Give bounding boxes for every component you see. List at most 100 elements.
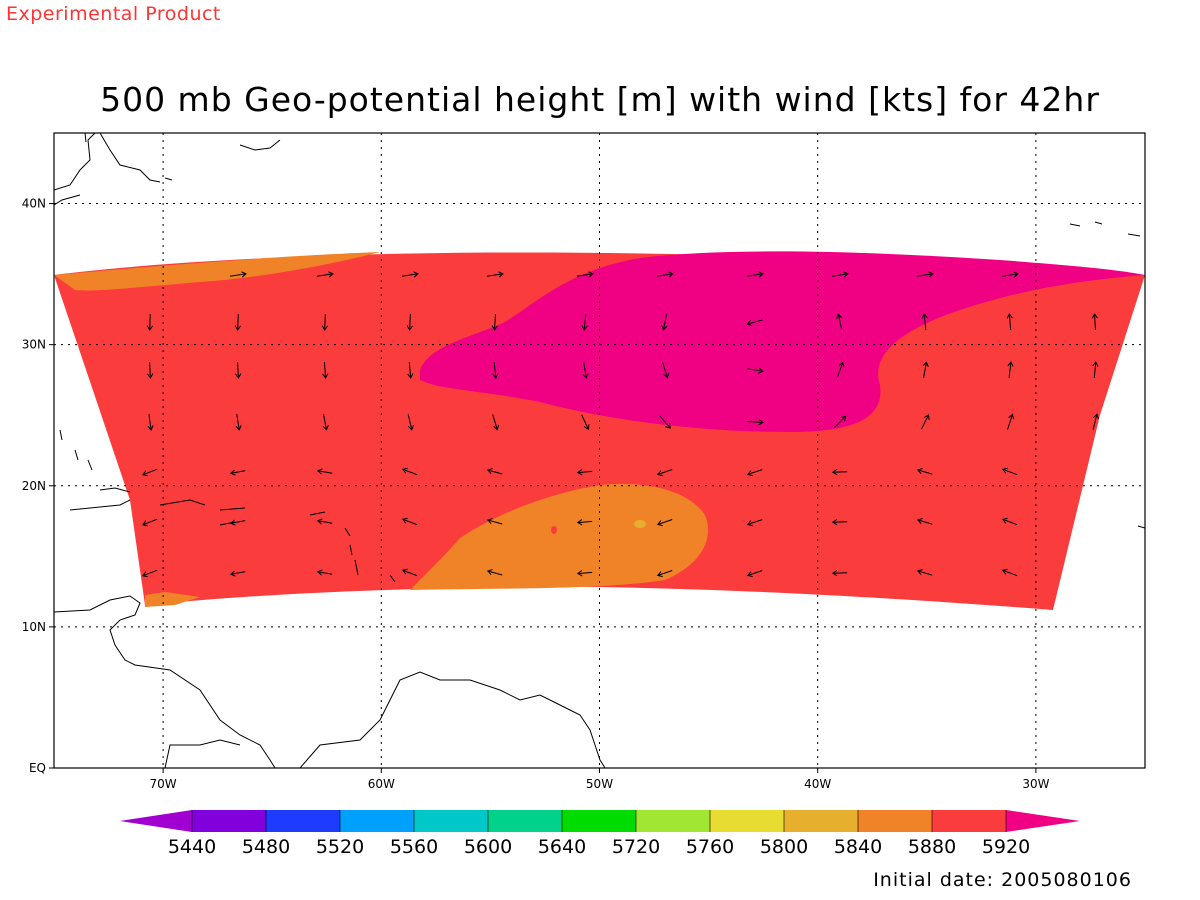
wind-arrow — [746, 419, 764, 426]
wind-arrow — [234, 313, 241, 331]
wind-arrow — [656, 271, 674, 278]
colorbar-box — [932, 810, 1006, 832]
wind-arrow — [1006, 313, 1013, 331]
wind-arrow — [1001, 568, 1018, 577]
wind-arrow — [921, 313, 928, 331]
colorbar-label: 5600 — [464, 836, 512, 858]
wind-arrow — [916, 271, 934, 278]
wind-arrow — [581, 313, 588, 331]
coastline-caribbean-islands — [59, 429, 396, 583]
colorbar-box — [414, 810, 488, 832]
colorbar-label: 5840 — [834, 836, 882, 858]
colorbar-label: 5480 — [242, 836, 290, 858]
colorbar-label: 5760 — [686, 836, 734, 858]
wind-arrow — [916, 569, 933, 576]
wind-arrow — [576, 469, 593, 476]
height-region-orange-south — [410, 483, 709, 590]
wind-arrow — [659, 415, 671, 429]
wind-arrow — [401, 271, 419, 278]
colorbar-label: 5520 — [316, 836, 364, 858]
height-region-orange-north — [54, 252, 380, 291]
coastlines — [54, 133, 1145, 768]
wind-arrow — [920, 414, 930, 430]
wind-arrow — [1007, 361, 1014, 379]
wind-arrow — [746, 469, 763, 477]
initial-date-label: Initial date: 2005080106 — [873, 869, 1132, 891]
y-axis: EQ 10N 20N 30N 40N — [22, 197, 54, 775]
wind-arrow — [229, 570, 246, 577]
wind-arrow — [656, 570, 673, 578]
colorbar-label: 5880 — [908, 836, 956, 858]
wind-arrow — [836, 361, 845, 378]
wind-arrow — [833, 415, 847, 428]
wind-arrow — [656, 469, 673, 477]
wind-arrow — [576, 271, 594, 278]
wind-arrow — [656, 519, 673, 527]
wind-arrow — [407, 414, 414, 431]
colorbar-box — [784, 810, 858, 832]
wind-arrow — [1007, 413, 1015, 430]
wind-arrow — [486, 518, 503, 525]
colorbar-box — [710, 810, 784, 832]
coastline-atlantic-islands — [1069, 221, 1145, 529]
colorbar-box — [858, 810, 932, 832]
wind-arrow — [141, 468, 158, 477]
x-tick-label: 30W — [1022, 777, 1049, 791]
wind-arrow — [147, 361, 154, 379]
height-region-spot — [634, 520, 646, 528]
wind-arrow — [316, 271, 334, 278]
wind-arrow — [836, 313, 843, 330]
colorbar-box — [636, 810, 710, 832]
colorbar-label: 5640 — [538, 836, 586, 858]
wind-arrow — [1091, 313, 1098, 331]
coastline-north-america — [54, 133, 281, 206]
wind-arrow — [1001, 467, 1018, 476]
wind-arrow — [401, 568, 418, 577]
colorbar-label: 5720 — [612, 836, 660, 858]
colorbar-box — [266, 810, 340, 832]
height-field — [54, 251, 1145, 610]
wind-arrow — [916, 518, 933, 525]
wind-arrow — [486, 271, 504, 278]
colorbar-box — [192, 810, 266, 832]
colorbar-label: 5920 — [982, 836, 1030, 858]
chart-title: 500 mb Geo-potential height [m] with win… — [100, 80, 1100, 119]
wind-arrow — [581, 414, 590, 431]
colorbar-label: 5560 — [390, 836, 438, 858]
wind-arrow — [582, 362, 589, 379]
wind-arrow — [486, 468, 503, 475]
x-tick-label: 60W — [368, 777, 395, 791]
wind-arrow — [401, 467, 418, 476]
coastline-south-america — [54, 595, 606, 768]
colorbar-label: 5440 — [168, 836, 216, 858]
colorbar: 5440 5480 5520 5560 5600 5640 5720 5760 5800 5840… — [120, 810, 1080, 858]
wind-arrow — [661, 314, 668, 331]
grid-lines — [54, 133, 1145, 768]
wind-arrow — [486, 569, 503, 576]
colorbar-box — [488, 810, 562, 832]
wind-arrow — [322, 361, 329, 379]
wind-arrow — [235, 414, 242, 431]
experimental-product-label: Experimental Product — [6, 3, 221, 25]
wind-arrow — [746, 519, 763, 527]
wind-arrow — [576, 519, 593, 526]
wind-arrow — [1092, 361, 1099, 379]
wind-arrow — [316, 569, 333, 576]
wind-arrow — [576, 570, 593, 577]
wind-arrow — [831, 469, 848, 476]
wind-arrow — [492, 361, 499, 379]
colorbar-box — [340, 810, 414, 832]
wind-arrow — [922, 361, 929, 378]
wind-vectors — [141, 271, 1099, 578]
y-tick-label: 10N — [22, 620, 46, 634]
y-tick-label: 40N — [22, 197, 46, 211]
wind-arrow — [746, 319, 763, 327]
wind-arrow — [831, 570, 848, 577]
height-region-magenta — [420, 251, 1145, 432]
colorbar-left-triangle — [120, 810, 192, 832]
wind-arrow — [229, 271, 247, 278]
x-tick-label: 50W — [586, 777, 613, 791]
x-axis: 70W 60W 50W 40W 30W — [150, 768, 1050, 791]
wind-arrow — [146, 313, 153, 331]
